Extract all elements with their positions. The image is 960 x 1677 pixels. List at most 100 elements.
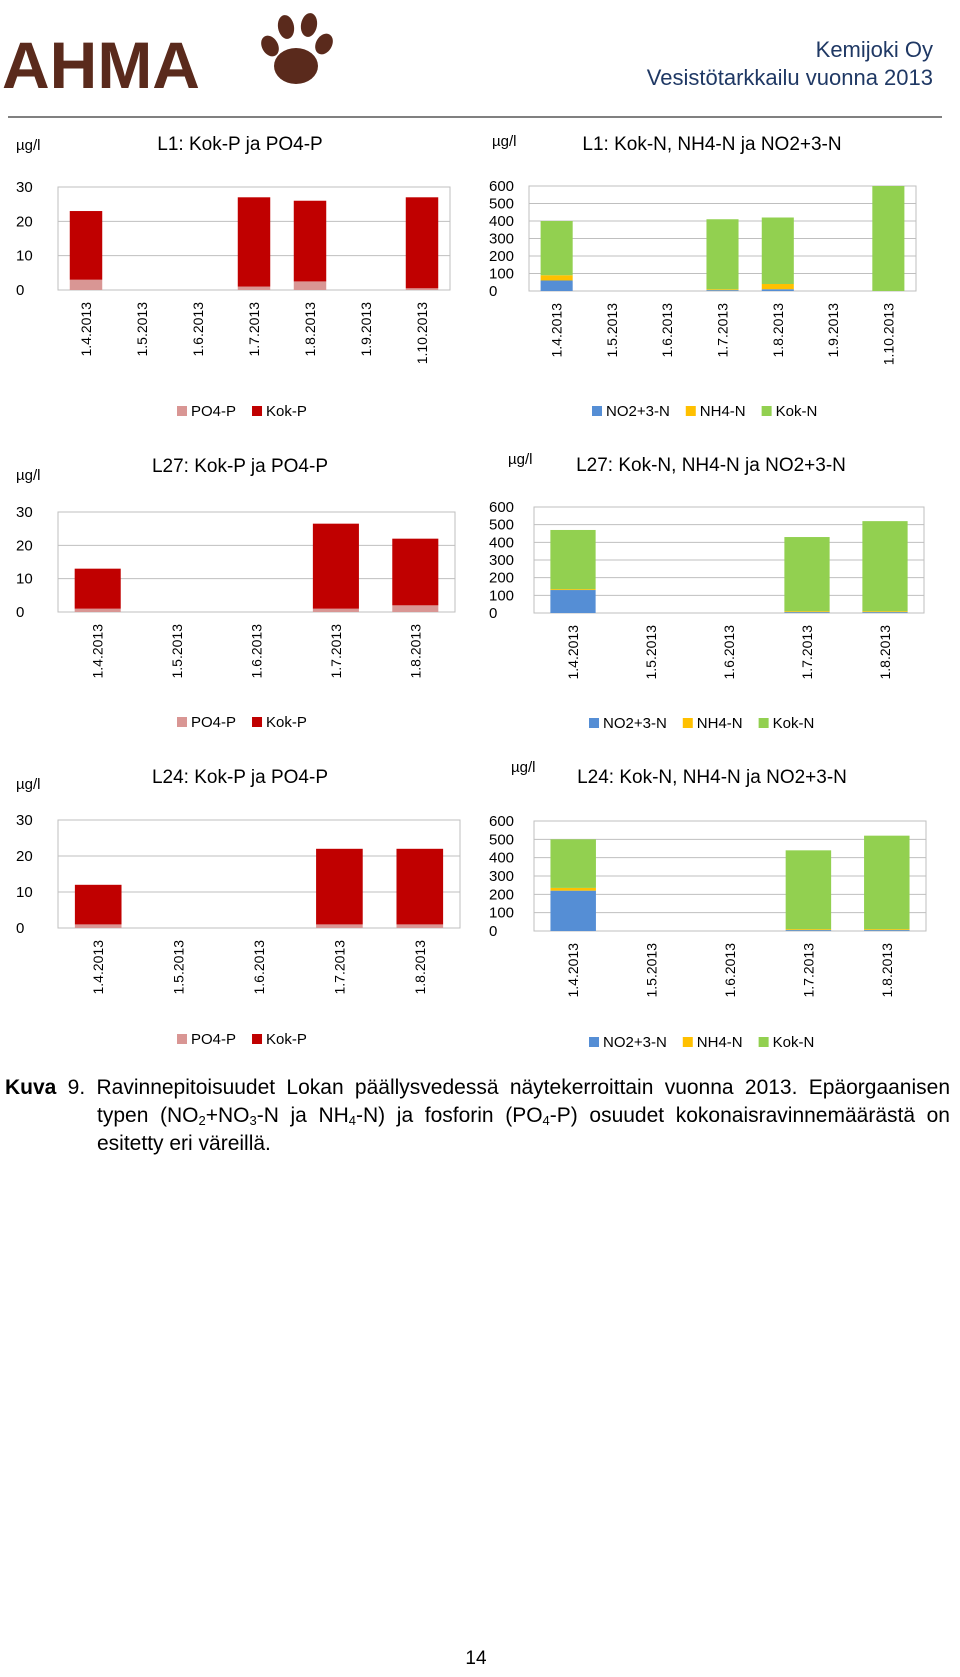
legend-swatch (682, 718, 693, 728)
legend-label: PO4-P (191, 1031, 236, 1048)
y-tick-label: 0 (16, 604, 24, 621)
y-unit-label: µg/l (492, 133, 517, 150)
legend-label: NH4-N (697, 715, 743, 732)
x-tick-label: 1.4.2013 (565, 625, 581, 680)
legend-swatch (758, 1037, 769, 1047)
x-tick-label: 1.6.2013 (251, 940, 267, 995)
logo-text: AHMA (2, 28, 200, 102)
bar-segment (550, 890, 596, 931)
y-tick-label: 600 (489, 813, 514, 830)
x-tick-label: 1.5.2013 (134, 302, 150, 357)
bar-segment (784, 537, 830, 612)
caption-number: 9. (67, 1076, 86, 1099)
x-tick-label: 1.4.2013 (565, 943, 581, 998)
plot-border (57, 511, 456, 613)
legend-swatch (589, 1037, 599, 1047)
bar-segment (293, 281, 327, 290)
y-unit-label: µg/l (16, 137, 41, 154)
x-tick-label: 1.6.2013 (721, 625, 737, 680)
y-tick-label: 200 (489, 886, 514, 903)
y-tick-label: 600 (489, 178, 514, 195)
plot-border (57, 819, 461, 929)
bar-segment (761, 217, 794, 284)
y-tick-label: 10 (16, 571, 33, 588)
y-tick-label: 400 (489, 850, 514, 867)
y-tick-label: 400 (489, 534, 514, 551)
bar-segment (706, 290, 739, 291)
legend-swatch (589, 718, 599, 728)
legend-label: Kok-N (776, 403, 818, 420)
y-unit-label: µg/l (511, 759, 536, 776)
bar-segment (316, 848, 363, 925)
y-unit-label: µg/l (16, 776, 41, 793)
plot-border (533, 506, 925, 614)
x-tick-label: 1.8.2013 (877, 625, 893, 680)
caption-segment: -N) ja fosforin (PO (356, 1104, 543, 1127)
y-tick-label: 100 (489, 266, 514, 283)
bar-segment (862, 612, 908, 613)
x-tick-label: 1.6.2013 (249, 624, 265, 679)
x-tick-label: 1.10.2013 (880, 303, 896, 365)
x-tick-label: 1.9.2013 (358, 302, 374, 357)
bar-segment (761, 289, 794, 291)
y-tick-label: 30 (16, 504, 33, 521)
x-tick-label: 1.6.2013 (659, 303, 675, 358)
bar-segment (540, 280, 573, 291)
y-tick-label: 500 (489, 196, 514, 213)
caption-segment: -N ja NH (256, 1104, 349, 1127)
y-tick-label: 100 (489, 587, 514, 604)
x-tick-label: 1.7.2013 (799, 625, 815, 680)
bar-segment (864, 929, 910, 931)
legend-label: Kok-N (773, 715, 815, 732)
legend-label: NH4-N (697, 1034, 743, 1051)
x-tick-label: 1.7.2013 (715, 303, 731, 358)
bar-segment (540, 275, 573, 281)
x-tick-label: 1.8.2013 (770, 303, 786, 358)
x-tick-label: 1.8.2013 (302, 302, 318, 357)
x-tick-label: 1.4.2013 (90, 940, 106, 995)
legend-label: Kok-N (773, 1034, 815, 1051)
bar-segment (706, 289, 739, 291)
x-tick-label: 1.4.2013 (549, 303, 565, 358)
legend-label: Kok-P (266, 1031, 307, 1048)
y-unit-label: µg/l (508, 451, 533, 468)
x-tick-label: 1.7.2013 (246, 302, 262, 357)
bar-segment (785, 929, 832, 931)
legend-label: NO2+3-N (603, 1034, 667, 1051)
legend-swatch (592, 406, 602, 416)
caption-segment: Ravinnepitoisuudet Lokan päällysvedessä … (96, 1076, 951, 1127)
y-tick-label: 300 (489, 231, 514, 248)
legend-swatch (761, 406, 772, 416)
bar-segment (550, 839, 596, 888)
bar-segment (312, 523, 359, 609)
bar-segment (784, 611, 830, 613)
bar-segment (392, 538, 439, 606)
y-tick-label: 300 (489, 868, 514, 885)
y-tick-label: 0 (489, 923, 497, 940)
chart-title: L24: Kok-P ja PO4-P (152, 767, 328, 788)
chart-title: L27: Kok-N, NH4-N ja NO2+3-N (576, 455, 846, 476)
y-tick-label: 500 (489, 831, 514, 848)
bar-segment (785, 850, 832, 930)
bar-segment (74, 568, 121, 609)
y-tick-label: 20 (16, 537, 33, 554)
bar-segment (392, 605, 439, 612)
y-tick-label: 0 (16, 282, 24, 299)
legend-label: PO4-P (191, 403, 236, 420)
legend-swatch (682, 1037, 693, 1047)
x-tick-label: 1.8.2013 (412, 940, 428, 995)
legend-label: NH4-N (700, 403, 746, 420)
chart-title: L1: Kok-N, NH4-N ja NO2+3-N (582, 134, 841, 155)
chart: µg/l L24: Kok-P ja PO4-P 0 10 20 30 1.4.2013 1.… (16, 767, 461, 1048)
legend-swatch (177, 1034, 187, 1044)
x-tick-label: 1.6.2013 (190, 302, 206, 357)
y-tick-label: 100 (489, 905, 514, 922)
y-tick-label: 0 (489, 605, 497, 622)
legend-swatch (758, 718, 769, 728)
page-number: 14 (465, 1648, 487, 1669)
caption-subscript: 3 (249, 1113, 257, 1128)
y-tick-label: 500 (489, 517, 514, 534)
x-tick-label: 1.10.2013 (414, 302, 430, 364)
y-tick-label: 200 (489, 248, 514, 265)
bar-segment (864, 930, 910, 931)
